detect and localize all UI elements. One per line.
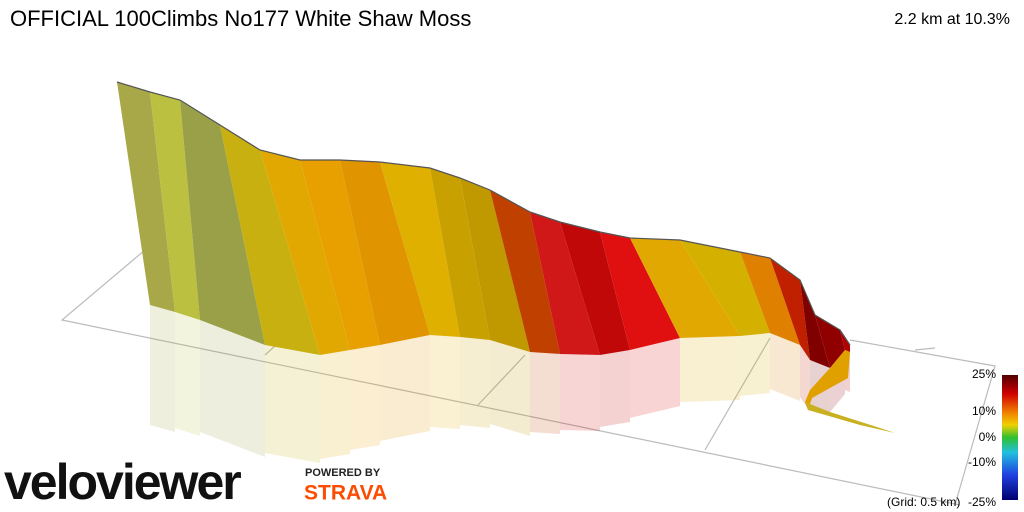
ribbon-segment (260, 150, 350, 355)
veloviewer-logo[interactable]: veloviewer (4, 454, 243, 510)
ribbon-segment (680, 240, 770, 336)
ribbon-segment (630, 238, 740, 338)
colorbar-label: -25% (968, 495, 996, 509)
reflection (800, 345, 810, 412)
ribbon-segment (220, 125, 320, 355)
ribbon-segment (430, 168, 490, 340)
reflection (320, 350, 350, 459)
reflection (680, 336, 740, 402)
summary: 2.2 km at 10.3% (894, 11, 1010, 28)
ribbon-segment (150, 92, 200, 320)
ribbon-segment (180, 100, 265, 345)
strava-logo[interactable]: STRAVA (304, 482, 387, 505)
grid-note: (Grid: 0.5 km) (887, 495, 960, 509)
reflection (460, 337, 490, 428)
ribbon-segment (800, 280, 830, 368)
title: OFFICIAL 100Climbs No177 White Shaw Moss (10, 6, 471, 31)
reflection (770, 333, 800, 401)
elevation-ribbon (116, 81, 895, 463)
ribbon-segment (815, 315, 845, 368)
powered-by: POWERED BY (305, 467, 381, 479)
ribbon-segment (805, 350, 850, 410)
reflection (630, 338, 680, 418)
reflection (490, 340, 530, 436)
reflection (150, 305, 175, 432)
colorbar-label: 25% (972, 367, 996, 381)
ribbon-segment (740, 252, 800, 345)
ribbon-segment (340, 160, 430, 345)
ribbon-segment (530, 212, 600, 355)
reflection (175, 312, 200, 436)
reflection (430, 335, 460, 429)
reflection (530, 352, 560, 434)
ribbon-segment (117, 82, 175, 312)
ribbon-segment (560, 222, 630, 355)
reflection (740, 333, 770, 396)
ribbon-segment (380, 162, 460, 337)
ribbon-edge (116, 81, 851, 346)
ribbon-segment (840, 330, 850, 352)
reflection (200, 320, 265, 457)
ribbon-segment (770, 258, 810, 360)
reflection (350, 345, 380, 450)
reflection (380, 335, 430, 441)
ribbon-segment (490, 190, 560, 354)
colorbar-label: 10% (972, 404, 996, 418)
reflection (265, 345, 320, 463)
ribbon-segment (460, 178, 530, 352)
colorbar-label: 0% (979, 430, 997, 444)
reflection (560, 354, 600, 431)
gradient-colorbar (1002, 375, 1018, 500)
colorbar-label: -10% (968, 455, 996, 469)
ribbon-segment (300, 160, 380, 350)
reflection (600, 350, 630, 427)
ribbon-segment (600, 232, 680, 350)
